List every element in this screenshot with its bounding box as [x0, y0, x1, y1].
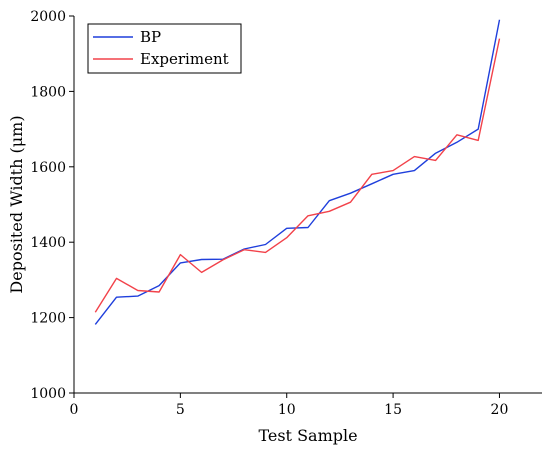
- y-tick-label: 1200: [30, 311, 66, 327]
- series-line-bp: [94, 19, 501, 325]
- legend-label-experiment: Experiment: [140, 50, 229, 68]
- x-tick-label: 10: [278, 402, 296, 418]
- axes: [73, 16, 542, 394]
- legend-label-bp: BP: [140, 28, 161, 46]
- x-tick-label: 0: [70, 402, 79, 418]
- legend-box: [87, 23, 242, 74]
- y-tick-label: 1000: [30, 386, 66, 402]
- x-tick-label: 15: [384, 402, 402, 418]
- legend: BP Experiment: [87, 23, 242, 74]
- x-tick-label: 20: [491, 402, 509, 418]
- y-tick-label: 2000: [30, 9, 66, 25]
- series-group: [94, 19, 501, 325]
- y-tick-label: 1400: [30, 235, 66, 251]
- y-axis-title: Deposited Width (μm): [7, 115, 26, 293]
- x-ticks: 0 5 10 15 20: [70, 393, 509, 418]
- y-tick-label: 1600: [30, 160, 66, 176]
- x-axis-title: Test Sample: [258, 426, 357, 445]
- series-line-experiment: [94, 38, 501, 313]
- y-ticks: 1000 1200 1400 1600 1800 2000: [30, 9, 74, 402]
- x-tick-label: 5: [176, 402, 185, 418]
- y-tick-label: 1800: [30, 84, 66, 100]
